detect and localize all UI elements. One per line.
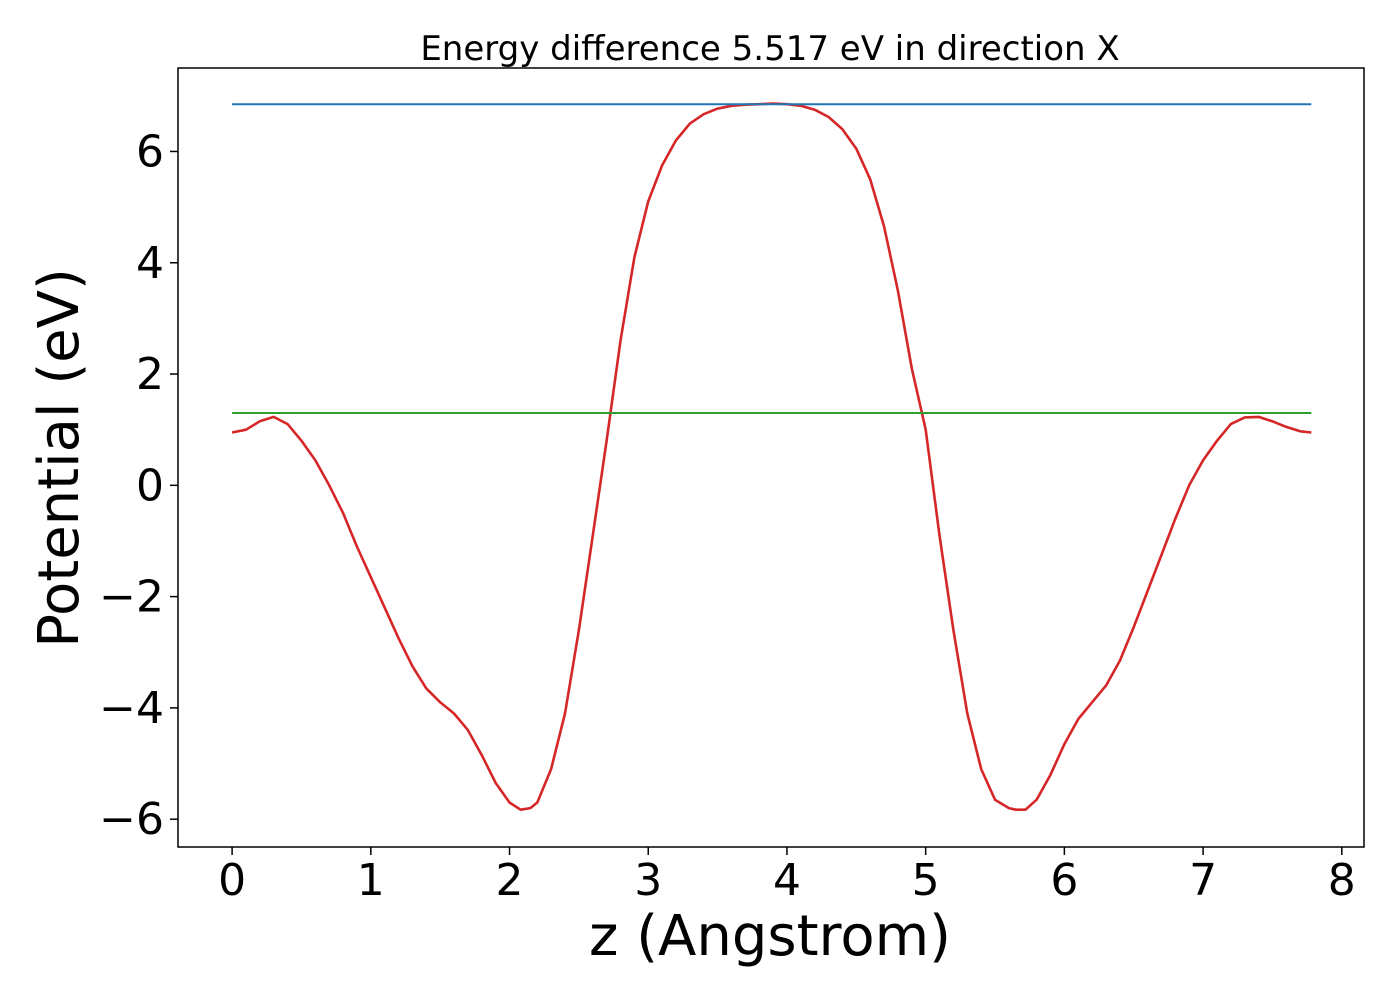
plot-frame (177, 67, 1365, 848)
x-tick-label: 5 (912, 855, 940, 906)
y-tick-label: 2 (136, 349, 164, 400)
y-tick-label: 0 (136, 460, 164, 511)
y-tick-label: 4 (136, 238, 164, 289)
y-tick-label: −6 (99, 794, 164, 845)
y-tick-label: 6 (136, 126, 164, 177)
x-axis-title: z (Angstrom) (589, 904, 951, 969)
x-tick-label: 2 (496, 855, 524, 906)
x-axis: 0 1 2 3 4 5 6 7 8 (218, 847, 1356, 906)
x-tick-label: 6 (1050, 855, 1078, 906)
x-tick-label: 3 (634, 855, 662, 906)
y-tick-label: −2 (99, 572, 164, 623)
x-tick-label: 0 (218, 855, 246, 906)
x-tick-label: 1 (357, 855, 385, 906)
x-tick-label: 4 (773, 855, 801, 906)
y-axis-title: Potential (eV) (27, 268, 92, 648)
chart-title: Energy difference 5.517 eV in direction … (420, 29, 1119, 69)
potential-line (231, 102, 1312, 811)
x-tick-label: 7 (1189, 855, 1217, 906)
plot-area (231, 102, 1312, 811)
y-tick-label: −4 (99, 683, 164, 734)
y-axis: −6 −4 −2 0 2 4 6 (99, 126, 178, 845)
x-tick-label: 8 (1328, 855, 1356, 906)
